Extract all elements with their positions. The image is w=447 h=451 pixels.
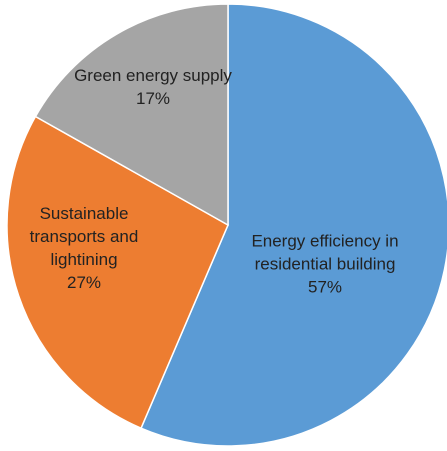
- slice-value-label: 57%: [308, 277, 342, 296]
- slice-value-label: 17%: [136, 89, 170, 108]
- slice-category-label: Energy efficiency in: [251, 231, 398, 250]
- slice-category-label: Green energy supply: [74, 66, 232, 85]
- slice-category-label: Sustainable: [40, 204, 129, 223]
- pie-labels: Energy efficiency in residential building…: [30, 66, 399, 297]
- slice-category-label: residential building: [255, 254, 396, 273]
- pie-slice-0: [140, 3, 447, 447]
- pie-slice-2: [34, 3, 229, 227]
- slice-label-0: Energy efficiency in residential building…: [251, 231, 398, 296]
- slice-label-2: Green energy supply 17%: [74, 66, 232, 108]
- pie-slices: [6, 3, 447, 447]
- slice-category-label: lightining: [50, 250, 117, 269]
- slice-value-label: 27%: [67, 273, 101, 292]
- slice-label-1: Sustainable transports and lightining 27%: [30, 204, 139, 292]
- slice-category-label: transports and: [30, 227, 139, 246]
